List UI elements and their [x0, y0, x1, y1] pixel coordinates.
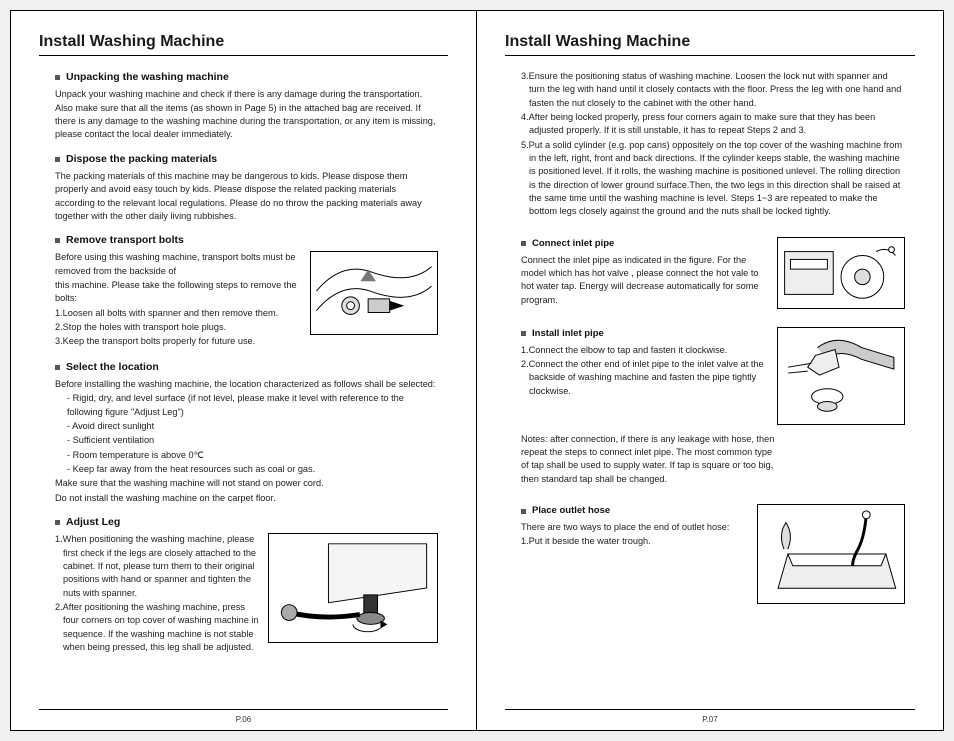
- heading-connect-inlet: Connect inlet pipe: [521, 237, 769, 251]
- heading-adjust-leg: Adjust Leg: [55, 515, 438, 530]
- body-remove-bolts: Before using this washing machine, trans…: [55, 251, 302, 349]
- body-dispose: The packing materials of this machine ma…: [55, 170, 438, 223]
- bullet-icon: [55, 75, 60, 80]
- paragraph: Before using this washing machine, trans…: [55, 251, 302, 278]
- bullet-icon: [521, 241, 526, 246]
- heading-place-outlet: Place outlet hose: [521, 504, 749, 518]
- list-item: 1.When positioning the washing machine, …: [55, 533, 260, 600]
- list-item: - Keep far away from the heat resources …: [55, 463, 438, 476]
- list-item: - Rigid, dry, and level surface (if not …: [55, 392, 438, 419]
- paragraph: Make sure that the washing machine will …: [55, 477, 438, 490]
- heading-text: Place outlet hose: [532, 504, 610, 518]
- paragraph: Unpack your washing machine and check if…: [55, 88, 438, 141]
- heading-text: Adjust Leg: [66, 515, 120, 530]
- body-unpacking: Unpack your washing machine and check if…: [55, 88, 438, 141]
- list-item: 5.Put a solid cylinder (e.g. pop cans) o…: [521, 139, 905, 219]
- page-number-right: P.07: [477, 715, 943, 724]
- list-item: 4.After being locked properly, press fou…: [521, 111, 905, 138]
- page-left: Install Washing Machine Unpacking the wa…: [11, 11, 477, 730]
- list-item: 1.Connect the elbow to tap and fasten it…: [521, 344, 769, 357]
- heading-unpacking: Unpacking the washing machine: [55, 70, 438, 85]
- heading-select-location: Select the location: [55, 360, 438, 375]
- heading-remove-bolts: Remove transport bolts: [55, 233, 438, 248]
- list-item: 2.Connect the other end of inlet pipe to…: [521, 358, 769, 398]
- heading-text: Install inlet pipe: [532, 327, 604, 341]
- list-item: 2.Stop the holes with transport hole plu…: [55, 321, 302, 334]
- section-dispose: Dispose the packing materials The packin…: [55, 152, 438, 224]
- page-right: Install Washing Machine 3.Ensure the pos…: [477, 11, 943, 730]
- paragraph: The packing materials of this machine ma…: [55, 170, 438, 223]
- illustration-transport-bolt: [310, 251, 438, 335]
- illustration-install-inlet: [777, 327, 905, 425]
- page-number-left: P.06: [11, 715, 476, 724]
- paragraph: There are two ways to place the end of o…: [521, 521, 749, 534]
- bullet-icon: [55, 157, 60, 162]
- manual-spread: Install Washing Machine Unpacking the wa…: [10, 10, 944, 731]
- page-title-right: Install Washing Machine: [505, 33, 915, 51]
- body-adjust-leg: 1.When positioning the washing machine, …: [55, 533, 260, 655]
- section-unpacking: Unpacking the washing machine Unpack you…: [55, 70, 438, 142]
- page-title-left: Install Washing Machine: [39, 33, 448, 51]
- paragraph: Connect the inlet pipe as indicated in t…: [521, 254, 769, 307]
- body-select-location: Before installing the washing machine, t…: [55, 378, 438, 505]
- illustration-connect-inlet: [777, 237, 905, 309]
- section-place-outlet: Place outlet hose There are two ways to …: [521, 504, 905, 604]
- list-item: 1.Put it beside the water trough.: [521, 535, 749, 548]
- heading-dispose: Dispose the packing materials: [55, 152, 438, 167]
- bullet-icon: [521, 509, 526, 514]
- section-install-inlet: Install inlet pipe 1.Connect the elbow t…: [521, 327, 905, 486]
- title-rule: [39, 55, 448, 56]
- body-install-inlet-notes: Notes: after connection, if there is any…: [521, 433, 781, 486]
- section-connect-inlet: Connect inlet pipe Connect the inlet pip…: [521, 237, 905, 309]
- body-install-inlet: 1.Connect the elbow to tap and fasten it…: [521, 344, 769, 398]
- heading-text: Remove transport bolts: [66, 233, 184, 248]
- body-connect-inlet: Connect the inlet pipe as indicated in t…: [521, 254, 769, 307]
- footer-rule: [39, 709, 448, 710]
- heading-install-inlet: Install inlet pipe: [521, 327, 769, 341]
- heading-text: Dispose the packing materials: [66, 152, 217, 167]
- list-item: 2.After positioning the washing machine,…: [55, 601, 260, 654]
- heading-text: Select the location: [66, 360, 159, 375]
- bullet-icon: [55, 238, 60, 243]
- bullet-icon: [521, 331, 526, 336]
- list-item: - Avoid direct sunlight: [55, 420, 438, 433]
- list-item: 3.Keep the transport bolts properly for …: [55, 335, 302, 348]
- list-item: 3.Ensure the positioning status of washi…: [521, 70, 905, 110]
- body-place-outlet: There are two ways to place the end of o…: [521, 521, 749, 549]
- footer-rule: [505, 709, 915, 710]
- bullet-icon: [55, 520, 60, 525]
- list-item: - Sufficient ventilation: [55, 434, 438, 447]
- content-left: Unpacking the washing machine Unpack you…: [39, 70, 448, 655]
- paragraph: Notes: after connection, if there is any…: [521, 433, 781, 486]
- content-right: 3.Ensure the positioning status of washi…: [505, 70, 915, 604]
- paragraph: Before installing the washing machine, t…: [55, 378, 438, 391]
- heading-text: Connect inlet pipe: [532, 237, 614, 251]
- paragraph: Do not install the washing machine on th…: [55, 492, 438, 505]
- illustration-outlet-hose: [757, 504, 905, 604]
- section-adjust-leg: Adjust Leg 1.When positioning the washin…: [55, 515, 438, 655]
- section-adjust-leg-cont: 3.Ensure the positioning status of washi…: [521, 70, 905, 219]
- section-remove-bolts: Remove transport bolts Before using this…: [55, 233, 438, 350]
- heading-text: Unpacking the washing machine: [66, 70, 229, 85]
- title-rule: [505, 55, 915, 56]
- list-item: 1.Loosen all bolts with spanner and then…: [55, 307, 302, 320]
- body-adjust-leg-cont: 3.Ensure the positioning status of washi…: [521, 70, 905, 219]
- bullet-icon: [55, 365, 60, 370]
- list-item: - Room temperature is above 0℃: [55, 449, 438, 462]
- section-select-location: Select the location Before installing th…: [55, 360, 438, 505]
- paragraph: this machine. Please take the following …: [55, 279, 302, 306]
- illustration-adjust-leg: [268, 533, 438, 643]
